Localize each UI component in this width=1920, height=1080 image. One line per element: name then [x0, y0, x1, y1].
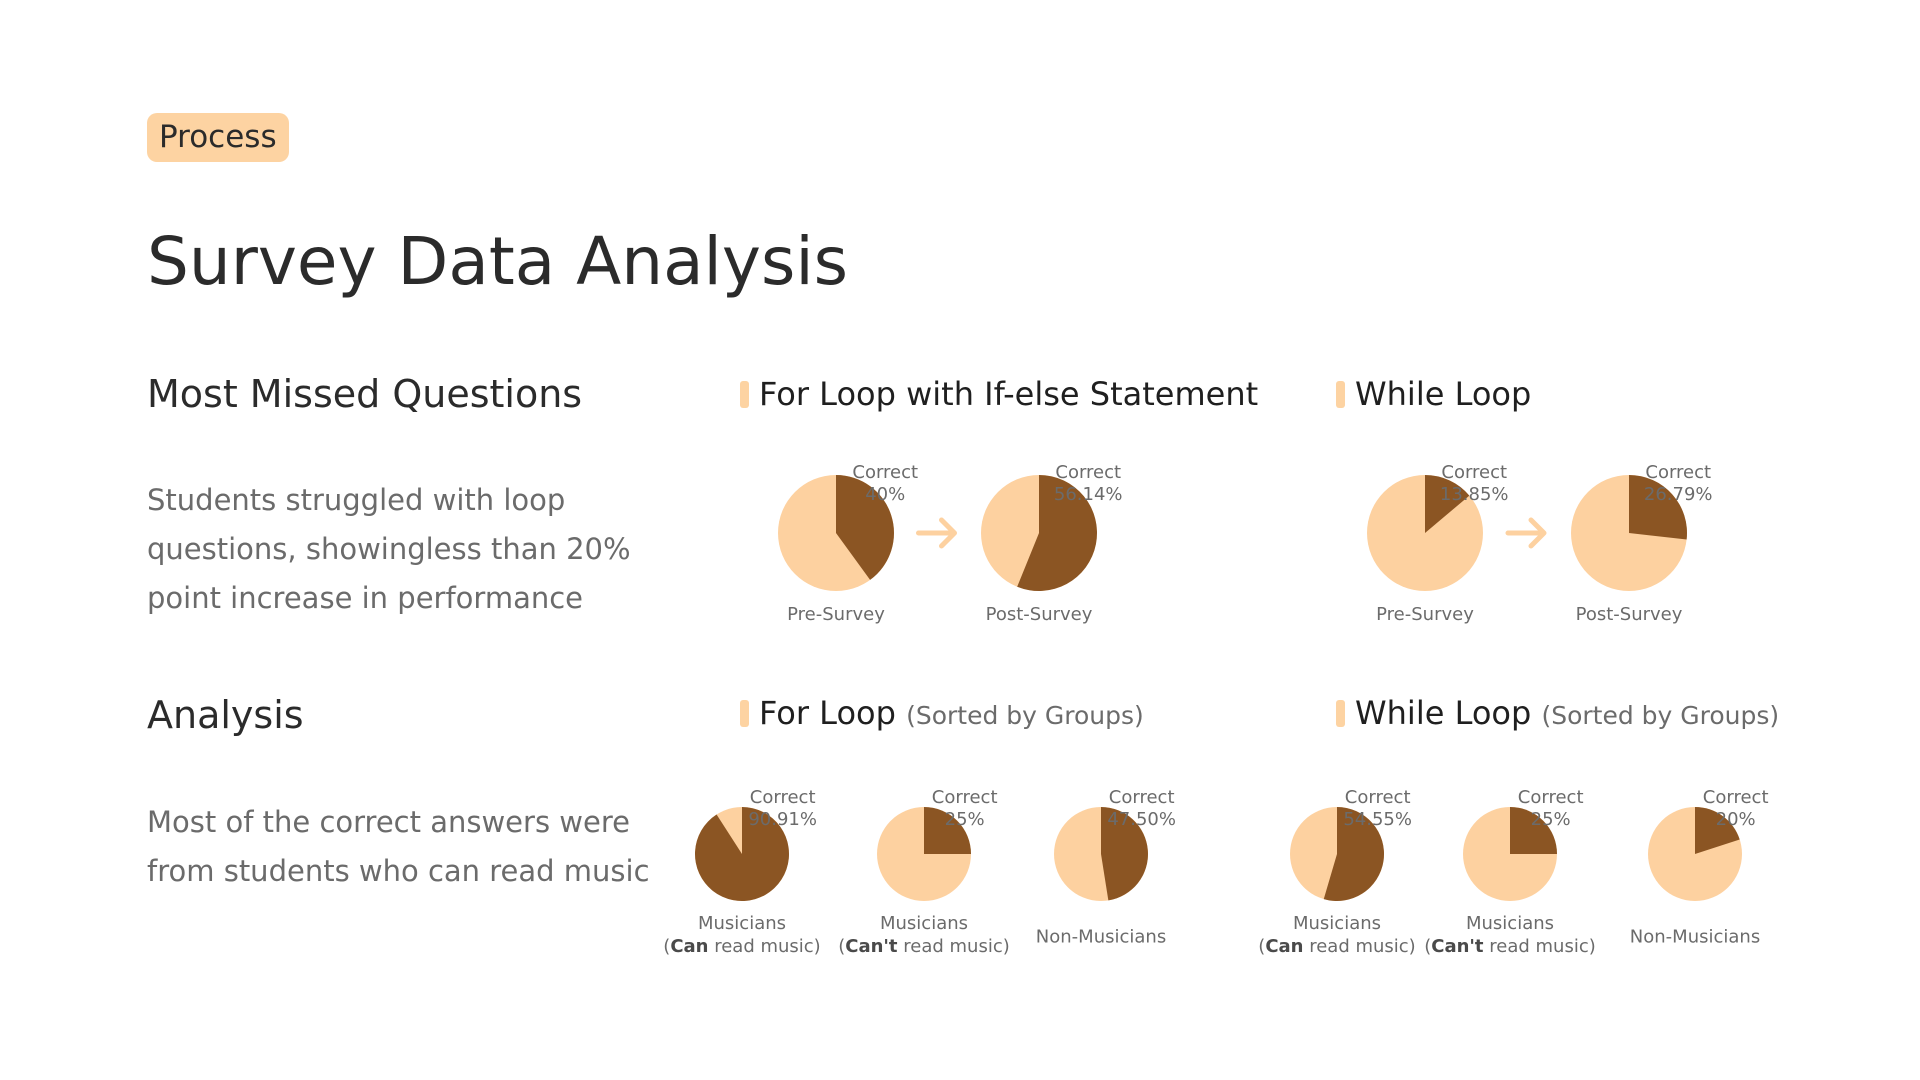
category-label: Musicians	[1293, 913, 1381, 934]
category-label: Musicians	[698, 913, 786, 934]
value-label: 20%	[1716, 809, 1756, 830]
category-label: Non-Musicians	[1036, 927, 1166, 948]
slice-label: Correct	[1703, 787, 1769, 808]
pie-correct-slice	[694, 807, 789, 901]
value-label: 56.14%	[1054, 484, 1123, 505]
arrow-right-icon	[916, 517, 957, 549]
category-label: Post-Survey	[986, 604, 1093, 625]
chart-title-text: For Loop with If-else Statement	[759, 375, 1259, 413]
pie-correct-slice	[1017, 475, 1097, 591]
process-badge: Process	[147, 113, 289, 163]
chart-title-for-loop-if-else: For Loop with If-else Statement	[740, 375, 1258, 413]
slice-label: Correct	[852, 462, 918, 483]
slice-label: Correct	[1441, 462, 1507, 483]
heading-accent-bar	[740, 700, 749, 727]
slice-label: Correct	[1645, 462, 1711, 483]
slice-label: Correct	[1518, 787, 1584, 808]
pie-correct-slice	[1510, 807, 1557, 854]
chart-subtitle: (Sorted by Groups)	[906, 701, 1144, 730]
category-label: (Can't read music)	[838, 936, 1010, 957]
pie-correct-slice	[1695, 807, 1740, 854]
value-label: 40%	[865, 484, 905, 505]
slice-label: Correct	[750, 787, 816, 808]
most-missed-body: Students struggled with loop questions, …	[147, 483, 631, 615]
value-label: 90.91%	[748, 809, 817, 830]
pie-correct-slice	[1101, 807, 1148, 901]
analysis-body: Most of the correct answers were from st…	[147, 805, 650, 888]
chart-title-while-loop-groups: While Loop (Sorted by Groups)	[1336, 694, 1779, 732]
category-label: (Can read music)	[1258, 936, 1415, 957]
chart-title-text: For Loop	[759, 694, 896, 732]
value-label: 13.85%	[1440, 484, 1509, 505]
slice-label: Correct	[932, 787, 998, 808]
page-title: Survey Data Analysis	[147, 223, 849, 300]
value-label: 25%	[945, 809, 985, 830]
arrow-right-icon	[1505, 517, 1547, 549]
category-label: Pre-Survey	[787, 604, 885, 625]
analysis-heading: Analysis	[147, 693, 304, 737]
value-label: 54.55%	[1343, 809, 1412, 830]
slice-label: Correct	[1345, 787, 1411, 808]
heading-accent-bar	[1336, 381, 1345, 408]
value-label: 47.50%	[1107, 809, 1176, 830]
value-label: 25%	[1531, 809, 1571, 830]
chart-title-text: While Loop	[1355, 375, 1532, 413]
heading-accent-bar	[1336, 700, 1345, 727]
heading-accent-bar	[740, 381, 749, 408]
slice-label: Correct	[1109, 787, 1175, 808]
chart-title-text: While Loop	[1355, 694, 1532, 732]
category-label: (Can't read music)	[1424, 936, 1596, 957]
pie-correct-slice	[924, 807, 971, 854]
category-label: Post-Survey	[1576, 604, 1683, 625]
pie-correct-slice	[1425, 475, 1470, 533]
pie-correct-slice	[836, 475, 894, 580]
slice-label: Correct	[1055, 462, 1121, 483]
category-label: Musicians	[1466, 913, 1554, 934]
chart-subtitle: (Sorted by Groups)	[1541, 701, 1780, 730]
pie-correct-slice	[1323, 807, 1385, 901]
pie-correct-slice	[1629, 475, 1687, 540]
category-label: Musicians	[880, 913, 968, 934]
most-missed-heading: Most Missed Questions	[147, 372, 583, 416]
chart-title-for-loop-groups: For Loop (Sorted by Groups)	[740, 694, 1144, 732]
value-label: 26.79%	[1644, 484, 1713, 505]
category-label: Pre-Survey	[1376, 604, 1474, 625]
category-label: (Can read music)	[663, 936, 820, 957]
category-label: Non-Musicians	[1630, 927, 1760, 948]
chart-title-while-loop: While Loop	[1336, 375, 1531, 413]
